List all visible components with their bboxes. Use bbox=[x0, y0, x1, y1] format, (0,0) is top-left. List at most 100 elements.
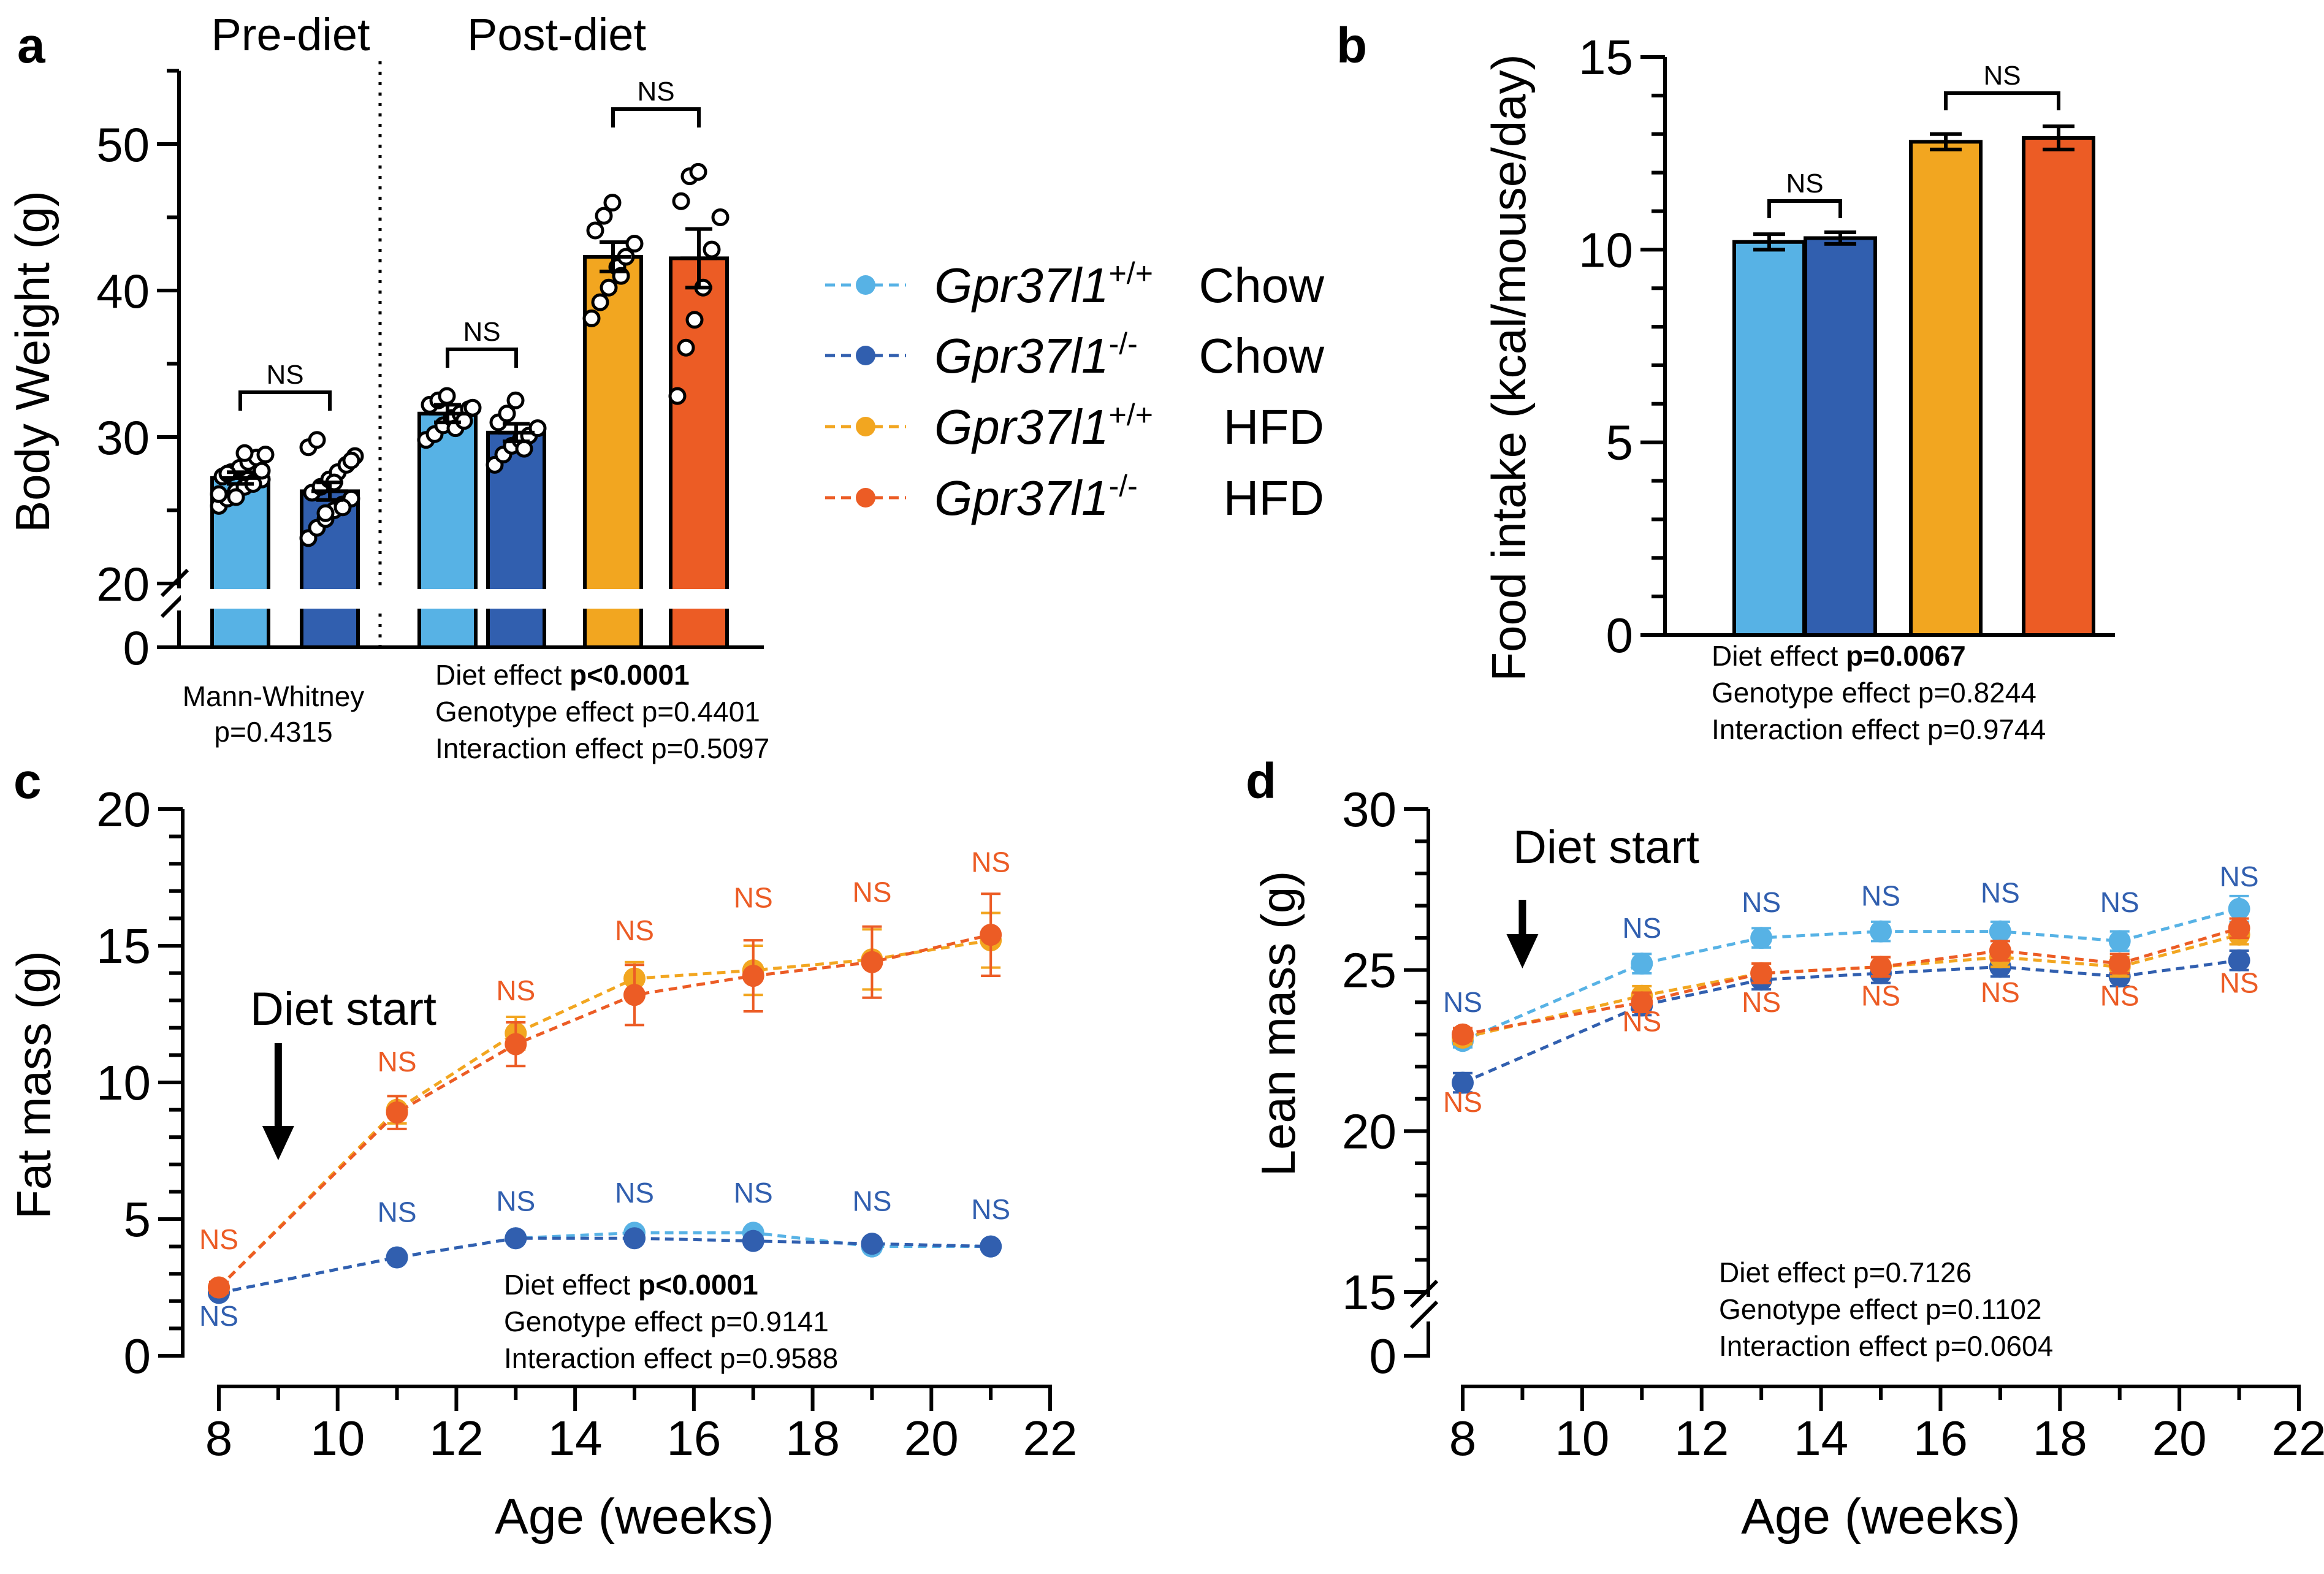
data-point bbox=[2228, 917, 2250, 940]
ns-label: NS bbox=[615, 1177, 654, 1209]
stats-line: Diet effect p=0.0067 bbox=[1712, 640, 1966, 672]
y-axis-label: Food intake (kcal/mouse/day) bbox=[1482, 54, 1536, 681]
data-point bbox=[586, 221, 604, 240]
x-tick-label: 20 bbox=[904, 1411, 959, 1466]
data-point bbox=[333, 498, 352, 517]
y-tick-label: 15 bbox=[96, 919, 151, 973]
x-tick-label: 8 bbox=[1449, 1411, 1477, 1466]
data-point bbox=[1750, 927, 1773, 949]
y-tick-label: 20 bbox=[1342, 1104, 1396, 1158]
stats-label: Genotype effect bbox=[1712, 677, 1918, 709]
x-axis-label: Age (weeks) bbox=[1741, 1489, 2021, 1545]
ns-label: NS bbox=[199, 1223, 238, 1255]
ns-label: NS bbox=[1981, 876, 2020, 908]
ns-label: NS bbox=[615, 914, 654, 946]
annotation-label: Diet start bbox=[1513, 821, 1699, 873]
x-tick-label: 22 bbox=[1023, 1411, 1078, 1466]
y-tick-label-zero: 0 bbox=[1370, 1329, 1397, 1383]
data-point bbox=[623, 1227, 646, 1250]
y-tick-label: 40 bbox=[96, 264, 150, 318]
stats-label: Genotype effect bbox=[504, 1306, 711, 1337]
ns-label: NS bbox=[971, 846, 1010, 878]
data-point bbox=[980, 1235, 1002, 1258]
annotation-arrowhead bbox=[262, 1126, 294, 1160]
data-point bbox=[2108, 952, 2131, 975]
ns-label: NS bbox=[852, 876, 891, 908]
stats-value: p=0.0067 bbox=[1846, 640, 1966, 672]
significance-bracket bbox=[611, 107, 701, 127]
data-point bbox=[1989, 940, 2011, 962]
data-point bbox=[342, 451, 360, 470]
y-axis-label: Fat mass (g) bbox=[7, 951, 61, 1219]
data-point bbox=[703, 240, 721, 259]
significance-label: NS bbox=[1786, 169, 1823, 199]
data-point bbox=[210, 485, 228, 503]
stats-value: p=0.5097 bbox=[651, 732, 769, 764]
data-point bbox=[386, 1246, 408, 1269]
legend-marker bbox=[856, 488, 875, 508]
y-tick-label: 20 bbox=[96, 782, 151, 837]
ns-label: NS bbox=[1742, 886, 1781, 918]
significance-label: NS bbox=[266, 360, 303, 390]
data-point bbox=[600, 278, 618, 297]
data-point bbox=[677, 338, 695, 357]
stats-label: Genotype effect bbox=[1719, 1293, 1926, 1325]
ns-label: NS bbox=[1742, 986, 1781, 1018]
data-point bbox=[208, 1276, 230, 1299]
legend-marker bbox=[856, 275, 875, 295]
x-tick-label: 10 bbox=[310, 1411, 365, 1466]
data-point bbox=[595, 207, 613, 225]
panel-b-food-intake: b 0 5 10 15 Food intake (kcal/mouse/day) NS NS D… bbox=[1336, 18, 2115, 745]
data-point bbox=[386, 1101, 408, 1124]
ns-label: NS bbox=[2220, 967, 2259, 998]
data-point bbox=[668, 387, 687, 405]
x-tick-label: 12 bbox=[1674, 1411, 1729, 1466]
data-point bbox=[505, 1227, 527, 1250]
ns-label: NS bbox=[1622, 1005, 1661, 1037]
panel-label: c bbox=[13, 753, 42, 809]
stats-label: Diet effect bbox=[435, 659, 570, 691]
y-tick-label: 50 bbox=[96, 118, 150, 172]
y-tick-label: 25 bbox=[1342, 943, 1396, 998]
data-point bbox=[1870, 956, 1892, 978]
legend-diet: Chow bbox=[1198, 258, 1324, 313]
data-point bbox=[1870, 920, 1892, 943]
legend-genotype: +/+ bbox=[1109, 256, 1153, 291]
x-tick-label: 22 bbox=[2272, 1411, 2324, 1466]
annotation-label: Diet start bbox=[250, 983, 436, 1035]
y-tick-label: 30 bbox=[1342, 782, 1396, 837]
ns-label: NS bbox=[734, 882, 773, 914]
data-point bbox=[1750, 962, 1773, 984]
legend-label: Gpr37l1+/+ Chow bbox=[934, 256, 1324, 313]
legend-marker bbox=[856, 346, 875, 365]
ns-label: NS bbox=[734, 1177, 773, 1209]
data-point bbox=[438, 387, 456, 405]
x-tick-label: 20 bbox=[2152, 1411, 2207, 1466]
stats-value: p=0.9588 bbox=[720, 1342, 838, 1374]
stats-line: Diet effect p=0.7126 bbox=[1719, 1257, 1972, 1288]
ns-label: NS bbox=[199, 1300, 238, 1332]
x-tick-label: 18 bbox=[785, 1411, 840, 1466]
ns-label: NS bbox=[2100, 886, 2139, 918]
legend-diet: HFD bbox=[1224, 400, 1324, 454]
axis-break-mark bbox=[1409, 1300, 1439, 1329]
ns-label: NS bbox=[378, 1046, 417, 1078]
ns-label: NS bbox=[2100, 979, 2139, 1011]
ns-label: NS bbox=[852, 1185, 891, 1217]
stats-label: Interaction effect bbox=[1719, 1330, 1935, 1362]
data-point bbox=[235, 444, 254, 462]
significance-bracket bbox=[238, 390, 332, 411]
data-point bbox=[591, 293, 609, 311]
legend-label: Gpr37l1-/- Chow bbox=[934, 327, 1324, 383]
section-label-post: Post-diet bbox=[467, 9, 646, 60]
data-point bbox=[308, 431, 326, 449]
ns-label: NS bbox=[1861, 880, 1900, 912]
panel-d-lean-mass: 15 20 25 30 0 Lean mass (g) d 8 10 12 14 16 18 20 22 Ag… bbox=[1246, 753, 2324, 1545]
panel-c-fat-mass: 0 5 10 15 20 Fat mass (g) c 8 10 12 14 16 18 20 22 Age … bbox=[7, 753, 1077, 1545]
data-point bbox=[506, 391, 525, 409]
stats-value: p=0.0604 bbox=[1935, 1330, 2053, 1362]
significance-label: NS bbox=[1983, 61, 2021, 91]
mann-whitney-label: Mann-Whitney bbox=[183, 680, 365, 712]
data-point bbox=[2228, 949, 2250, 971]
ns-label: NS bbox=[2220, 861, 2259, 892]
